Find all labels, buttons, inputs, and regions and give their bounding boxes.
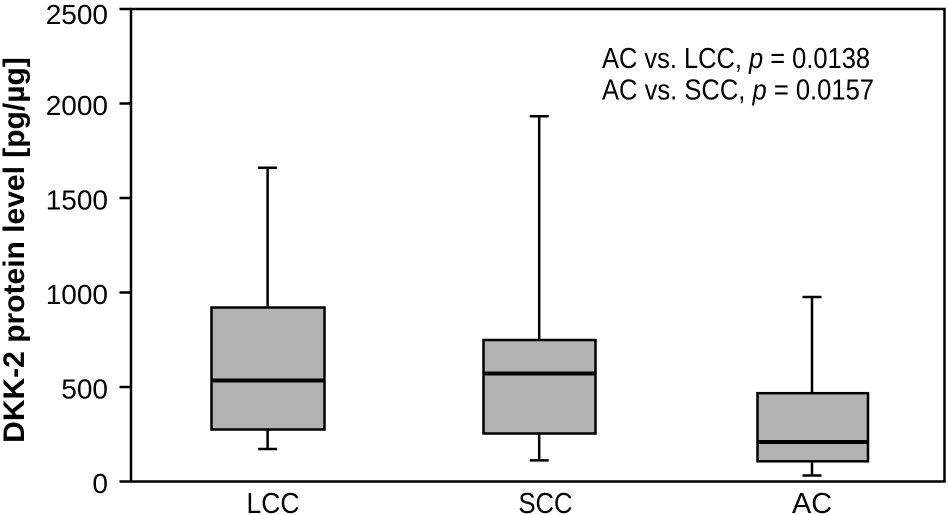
svg-text:LCC: LCC xyxy=(247,488,300,515)
svg-text:500: 500 xyxy=(61,374,108,405)
svg-text:2500: 2500 xyxy=(46,0,108,30)
svg-text:AC: AC xyxy=(792,488,832,515)
svg-text:0: 0 xyxy=(92,468,108,499)
svg-text:DKK-2 protein level [pg/µg]: DKK-2 protein level [pg/µg] xyxy=(0,57,31,443)
svg-text:SCC: SCC xyxy=(519,488,573,515)
svg-text:AC vs. SCC, p = 0.0157: AC vs. SCC, p = 0.0157 xyxy=(602,74,874,106)
svg-text:AC vs. LCC, p = 0.0138: AC vs. LCC, p = 0.0138 xyxy=(602,43,870,75)
svg-text:2000: 2000 xyxy=(46,90,108,121)
svg-text:1000: 1000 xyxy=(46,279,108,310)
svg-text:1500: 1500 xyxy=(46,185,108,216)
